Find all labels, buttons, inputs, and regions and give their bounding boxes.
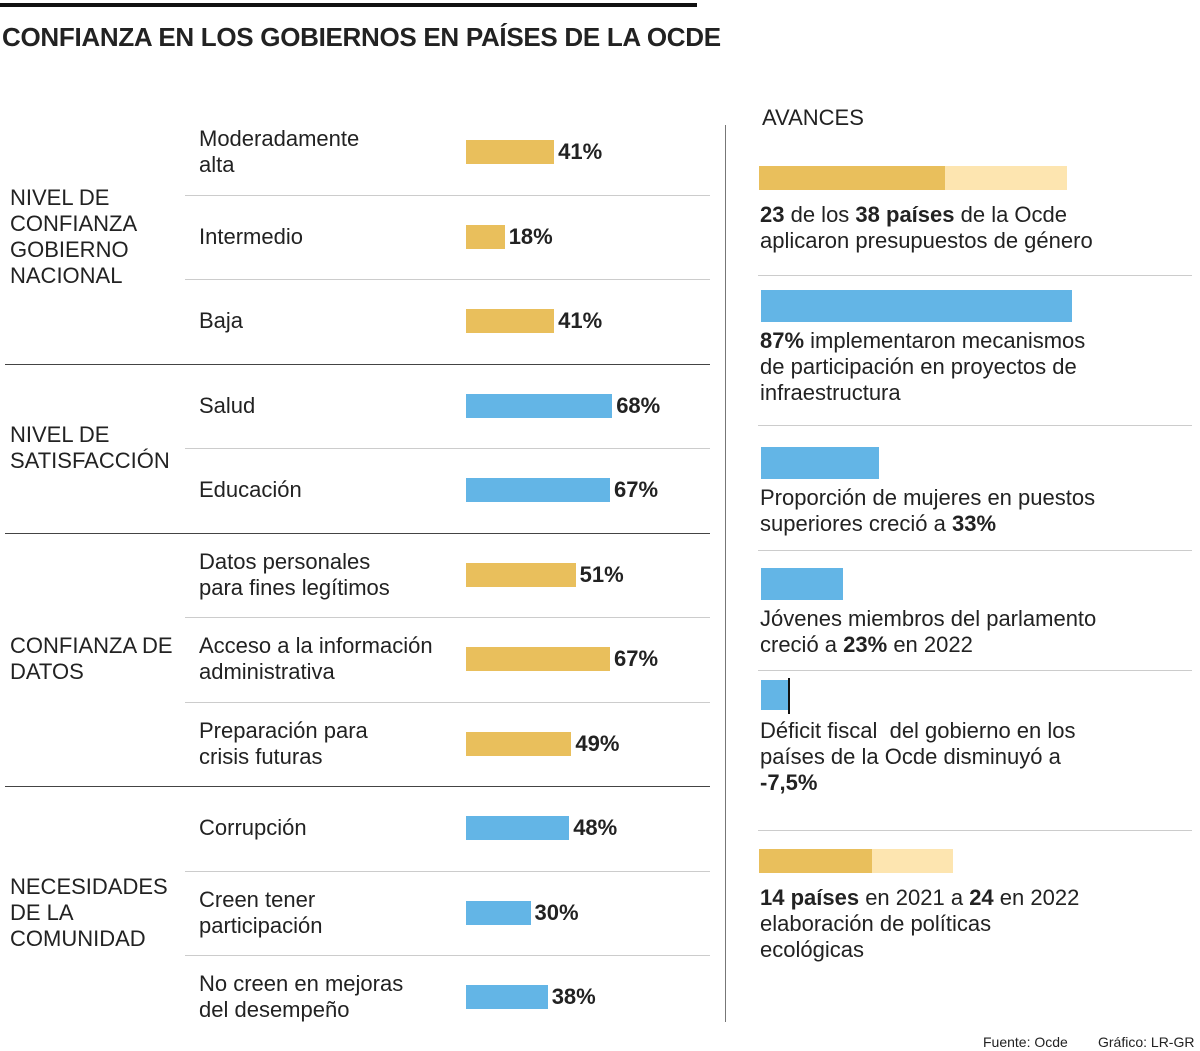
bar xyxy=(761,680,788,710)
group-label: NIVEL DE SATISFACCIÓN xyxy=(10,364,180,533)
item-text: 14 países en 2021 a 24 en 2022 elaboraci… xyxy=(760,885,1190,963)
text: en 2022 xyxy=(887,632,973,657)
category-label: Preparación para crisis futuras xyxy=(199,717,368,769)
group-label-text: NECESIDADES DE LA COMUNIDAD xyxy=(10,873,168,951)
bar xyxy=(466,985,548,1010)
value-label: 41% xyxy=(558,139,603,165)
item-text: 87% implementaron mecanismos de particip… xyxy=(760,328,1190,406)
row-separator xyxy=(185,870,710,872)
text: de la Ocde aplicaron presupuestos de gén… xyxy=(760,202,1093,253)
bar xyxy=(466,224,505,249)
category-label: Intermedio xyxy=(199,223,303,249)
text: Déficit fiscal del gobierno en los paíse… xyxy=(760,718,1076,769)
group-label-text: NIVEL DE CONFIANZA GOBIERNO NACIONAL xyxy=(10,184,136,288)
bar-part xyxy=(759,849,873,873)
highlight: 23 xyxy=(760,202,785,227)
bar xyxy=(466,309,555,334)
group-separator xyxy=(5,786,710,787)
category-label: Educación xyxy=(199,477,302,503)
group-separator xyxy=(5,532,710,534)
credit: Gráfico: LR-GR xyxy=(1098,1034,1195,1050)
item-text: Jóvenes miembros del parlamento creció a… xyxy=(760,606,1190,658)
item-text: Proporción de mujeres en puestos superio… xyxy=(760,485,1190,537)
value-label: 67% xyxy=(614,646,659,672)
row-separator xyxy=(185,448,710,449)
value-label: 41% xyxy=(558,308,603,334)
category-label: Datos personales para fines legítimos xyxy=(199,548,390,600)
bar xyxy=(466,478,611,503)
bar xyxy=(466,140,555,165)
top-rule xyxy=(0,3,697,7)
bar xyxy=(761,568,844,600)
bar xyxy=(466,393,613,418)
group-label: NECESIDADES DE LA COMUNIDAD xyxy=(10,786,180,1040)
category-label: Salud xyxy=(199,392,256,418)
row-separator xyxy=(185,955,710,956)
value-label: 68% xyxy=(616,392,661,418)
highlight: 33% xyxy=(951,511,997,536)
highlight: 87% xyxy=(760,328,805,353)
highlight: 14 países xyxy=(760,885,860,910)
bar xyxy=(466,647,611,672)
item-separator xyxy=(758,275,1192,276)
category-label: Creen tener participación xyxy=(199,886,323,938)
item-text: Déficit fiscal del gobierno en los paíse… xyxy=(760,718,1190,796)
bar xyxy=(761,290,1072,322)
bar xyxy=(466,900,531,925)
title: CONFIANZA EN LOS GOBIERNOS EN PAÍSES DE … xyxy=(2,22,721,52)
text: en 2022 elaboración de políticas ecológi… xyxy=(760,885,1080,962)
value-label: 49% xyxy=(575,730,620,756)
group-label-text: NIVEL DE SATISFACCIÓN xyxy=(10,422,170,473)
bar-part xyxy=(759,166,946,190)
bar xyxy=(466,562,576,587)
text: Proporción de mujeres en puestos superio… xyxy=(760,485,1096,536)
item-text: 23 de los 38 países de la Ocde aplicaron… xyxy=(760,202,1190,254)
group-separator xyxy=(5,363,710,365)
category-label: Moderadamente alta xyxy=(199,126,360,178)
row-separator xyxy=(185,279,710,280)
group-label: NIVEL DE CONFIANZA GOBIERNO NACIONAL xyxy=(10,110,180,364)
group-label-text: CONFIANZA DE DATOS xyxy=(10,633,173,685)
item-separator xyxy=(758,425,1192,426)
text: de los xyxy=(784,202,856,227)
bar xyxy=(466,731,572,756)
divider xyxy=(725,125,726,1022)
value-label: 18% xyxy=(508,223,553,249)
highlight: 38 países xyxy=(855,202,955,227)
highlight: -7,5% xyxy=(760,770,818,795)
category-label: Baja xyxy=(199,308,244,334)
text: implementaron mecanismos de participació… xyxy=(760,328,1086,405)
value-label: 48% xyxy=(573,815,618,841)
text: Jóvenes miembros del parlamento creció a xyxy=(760,606,1097,657)
value-label: 30% xyxy=(534,899,579,925)
zero-line xyxy=(787,678,790,714)
row-separator xyxy=(185,194,710,196)
text: en 2021 a xyxy=(859,885,970,910)
category-label: No creen en mejoras del desempeño xyxy=(199,971,404,1023)
value-label: 67% xyxy=(614,477,659,503)
row-separator xyxy=(185,701,710,703)
category-label: Acceso a la información administrativa xyxy=(199,633,433,685)
group-label: CONFIANZA DE DATOS xyxy=(10,533,180,787)
category-label: Corrupción xyxy=(199,815,307,841)
bar xyxy=(761,447,879,479)
item-separator xyxy=(758,830,1192,831)
value-label: 38% xyxy=(551,984,596,1010)
bar xyxy=(466,816,570,841)
highlight: 23% xyxy=(843,632,888,657)
advances-title: AVANCES xyxy=(762,105,864,130)
value-label: 51% xyxy=(579,561,624,587)
source: Fuente: Ocde xyxy=(983,1034,1068,1050)
row-separator xyxy=(185,617,710,618)
highlight: 24 xyxy=(969,885,994,910)
item-separator xyxy=(758,550,1192,551)
item-separator xyxy=(758,670,1192,671)
